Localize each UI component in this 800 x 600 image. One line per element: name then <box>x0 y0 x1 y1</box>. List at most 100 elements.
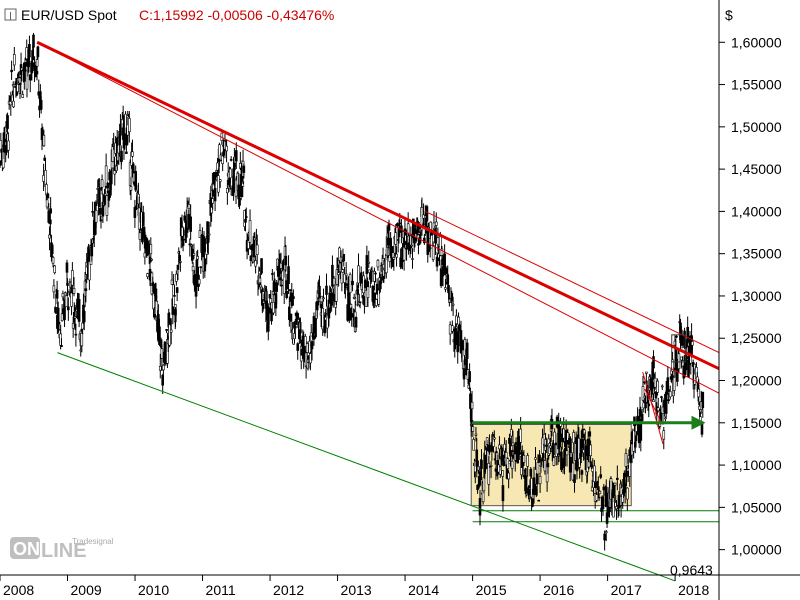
candle-body <box>331 264 334 287</box>
candle-body <box>503 443 506 452</box>
candle-body <box>175 273 178 282</box>
candle-body <box>71 270 74 286</box>
candle-body <box>234 150 238 162</box>
candle-body <box>111 146 115 162</box>
candle-body <box>652 356 655 369</box>
candle-body <box>207 240 210 243</box>
candle-body <box>680 334 684 346</box>
candle-body <box>99 219 103 222</box>
candle-body <box>604 486 608 506</box>
candle-body <box>335 269 339 285</box>
candle-body <box>175 287 179 293</box>
candle-body <box>77 298 81 322</box>
candle-body <box>501 485 505 502</box>
candle-body <box>386 237 390 246</box>
candle-body <box>322 297 325 300</box>
candle-body <box>593 465 596 482</box>
candle-body <box>216 162 219 171</box>
chart-symbol: EUR/USD Spot <box>21 7 117 23</box>
candle-body <box>100 179 104 188</box>
candle-body <box>217 175 220 193</box>
candle-body <box>158 366 162 371</box>
candle-body <box>395 253 398 258</box>
candle-body <box>244 219 247 223</box>
candle-body <box>94 210 98 223</box>
candle-body <box>113 170 117 175</box>
trendline-lower-support <box>57 352 676 582</box>
candle-body <box>191 266 195 272</box>
candle-body <box>181 244 185 246</box>
logo-badge <box>10 537 40 559</box>
candle-body <box>474 433 478 436</box>
candle-body <box>138 232 142 240</box>
candle-body <box>641 386 645 401</box>
breakout-arrow-head <box>691 415 706 430</box>
candle-body <box>18 82 22 85</box>
candle-body <box>519 428 522 443</box>
candle-body <box>50 244 54 255</box>
candle-body <box>267 307 271 314</box>
candle-body <box>293 325 297 329</box>
candle-body <box>549 445 552 449</box>
candle-body <box>623 483 627 494</box>
candle-body <box>213 188 217 202</box>
currency-label: $ <box>725 7 733 23</box>
candle-body <box>332 277 336 286</box>
y-tick-label: 1,00000 <box>731 542 782 558</box>
plot-area: 0,9643 <box>0 32 720 582</box>
candle-body <box>91 211 94 213</box>
candle-body <box>364 290 368 307</box>
candle-body <box>80 332 84 347</box>
candle-body <box>375 283 379 295</box>
candle-body <box>429 221 433 233</box>
candle-body <box>595 494 599 501</box>
candle-body <box>602 486 606 491</box>
chart-quote: C:1,15992 -0,00506 -0,43476% <box>139 7 334 23</box>
candle-body <box>61 293 65 298</box>
candle-body <box>68 280 72 283</box>
candle-body <box>211 198 214 204</box>
candle-body <box>318 285 321 295</box>
candle-body <box>680 356 683 361</box>
candle-body <box>352 296 356 299</box>
candle-body <box>472 439 475 451</box>
candle-body <box>388 255 392 262</box>
candle-body <box>72 288 76 294</box>
candle-body <box>524 475 528 495</box>
y-tick-label: 1,50000 <box>731 119 782 135</box>
candle-body <box>498 444 501 450</box>
trendline-lower-parallel <box>36 41 720 394</box>
candle-body <box>410 244 413 247</box>
candle-body <box>604 531 608 534</box>
candle-body <box>366 286 370 298</box>
candle-body <box>315 301 319 311</box>
candle-body <box>545 444 548 447</box>
candle-body <box>288 289 292 291</box>
candle-body <box>154 288 158 299</box>
candle-body <box>534 457 537 460</box>
candle-body <box>599 474 603 478</box>
x-tick-label: 2015 <box>476 582 507 598</box>
candle-body <box>232 168 235 193</box>
candle-body <box>471 426 475 432</box>
candle-body <box>149 244 153 255</box>
candle-body <box>476 484 479 491</box>
candle-body <box>348 274 352 293</box>
y-tick-label: 1,20000 <box>731 373 782 389</box>
candle-body <box>431 245 435 260</box>
candle-body <box>342 254 346 262</box>
candle-body <box>671 359 674 372</box>
candle-body <box>633 442 637 448</box>
candle-body <box>9 101 13 106</box>
candle-body <box>104 193 107 196</box>
candle-body <box>51 257 55 264</box>
candle-body <box>74 333 78 336</box>
candle-body <box>53 265 56 273</box>
candle-body <box>572 432 576 444</box>
candle-body <box>667 399 670 401</box>
candle-body <box>199 266 203 268</box>
candle-body <box>226 188 229 194</box>
candle-body <box>158 326 161 345</box>
candle-body <box>392 257 396 260</box>
